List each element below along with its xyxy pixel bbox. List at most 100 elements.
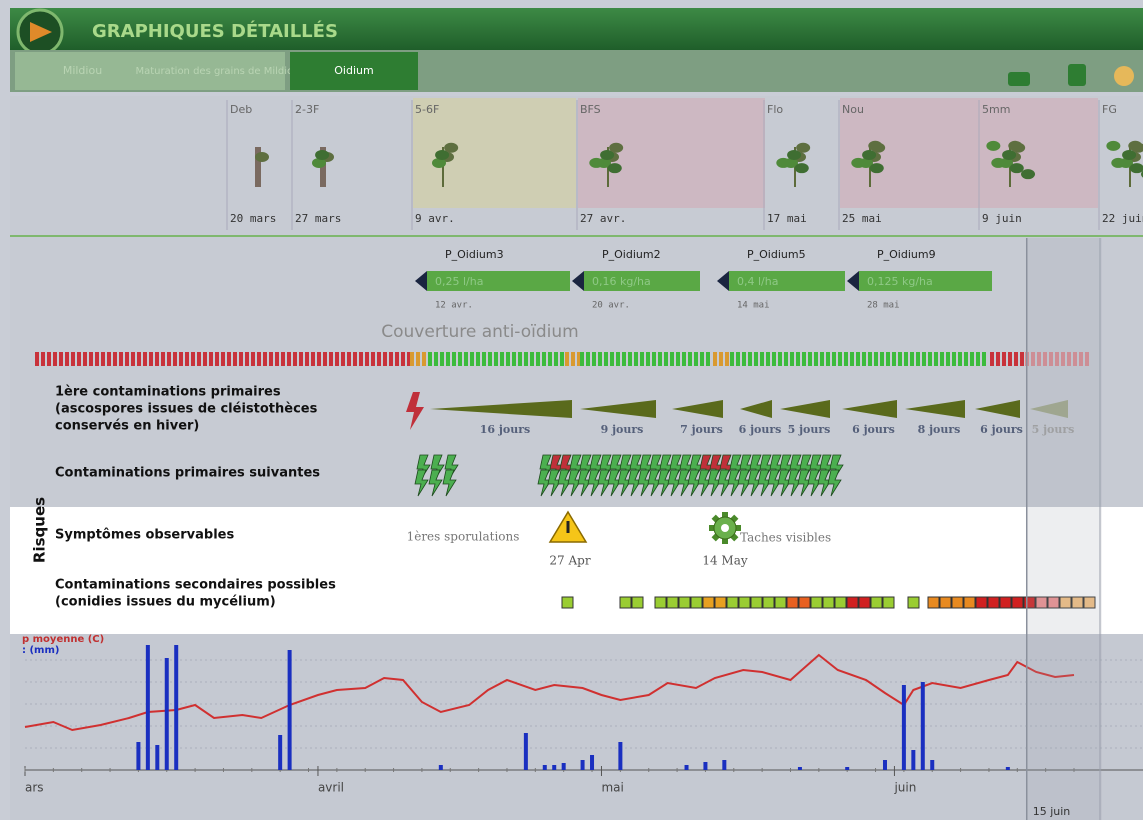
chart-area (10, 634, 1143, 820)
coverage-cell (59, 352, 63, 366)
bolt (667, 469, 682, 497)
coverage-cell (646, 352, 650, 366)
risk-square (631, 596, 644, 609)
risk-square (738, 596, 751, 609)
coverage-cell (868, 352, 872, 366)
tab[interactable] (290, 52, 418, 90)
leaf (600, 149, 615, 160)
bolt (587, 469, 602, 497)
coverage-cell (790, 352, 794, 366)
coverage-cell (1085, 352, 1089, 366)
stage-image (312, 147, 334, 187)
coverage-cell (377, 352, 381, 366)
coverage-cell (329, 352, 333, 366)
coverage-cell (934, 352, 938, 366)
coverage-cell (1049, 352, 1053, 366)
coverage-cell (239, 352, 243, 366)
rain-bar (164, 658, 169, 770)
risk-square (1083, 596, 1096, 609)
coverage-cell (713, 352, 717, 366)
rain-bar (136, 742, 141, 770)
coverage-cell (335, 352, 339, 366)
coverage-cell (682, 352, 686, 366)
coverage-cell (1014, 352, 1018, 366)
coverage-cell (886, 352, 890, 366)
risk-square (987, 596, 1000, 609)
coverage-cell (928, 352, 932, 366)
treatment-arrow (572, 271, 584, 291)
coverage-cell (125, 352, 129, 366)
stage-date: 22 juin (1102, 212, 1143, 225)
bolt (442, 469, 457, 497)
coverage-cell (560, 352, 564, 366)
coverage-cell (844, 352, 848, 366)
bolt (797, 469, 812, 497)
wedge (842, 400, 897, 418)
leaf (444, 142, 459, 153)
tool-icon[interactable] (1114, 66, 1134, 86)
logo-arrow (30, 22, 52, 42)
duration: 5 jours (1032, 423, 1075, 436)
x-tick-label: ars (25, 781, 44, 795)
leaf (869, 163, 884, 174)
bolt (577, 469, 592, 497)
rain-bar (618, 742, 623, 770)
coverage-cell (952, 352, 956, 366)
tab[interactable] (150, 52, 285, 90)
leaf (1008, 140, 1023, 151)
risk-square (951, 596, 964, 609)
stage-image (1106, 140, 1143, 187)
risk-square (939, 596, 952, 609)
coverage-cell (766, 352, 770, 366)
row-label: 1ère contaminations primaires (55, 385, 281, 400)
risk-square (786, 596, 799, 609)
stage-image (432, 142, 459, 187)
coverage-cell (269, 352, 273, 366)
risk-square (654, 596, 667, 609)
symptom-text: Taches visibles (740, 531, 831, 545)
tool-icon[interactable] (1008, 72, 1030, 86)
bolt (647, 469, 662, 497)
rain-bar (930, 760, 935, 770)
stage-date: 9 juin (982, 212, 1022, 225)
coverage-cell (416, 352, 420, 366)
coverage-cell (482, 352, 486, 366)
leaf (312, 157, 327, 168)
coverage-cell (1061, 352, 1065, 366)
rain-bar (523, 733, 528, 770)
stage-code: 2-3F (295, 103, 319, 116)
leaf (851, 157, 866, 168)
leaf (1002, 149, 1017, 160)
coverage-cell (676, 352, 680, 366)
leaf (589, 157, 604, 168)
coverage-cell (880, 352, 884, 366)
wedge (780, 400, 830, 418)
leaf (794, 163, 809, 174)
coverage-cell (892, 352, 896, 366)
coverage-cell (628, 352, 632, 366)
tab[interactable] (15, 52, 150, 90)
coverage-cell (832, 352, 836, 366)
coverage-cell (658, 352, 662, 366)
coverage-cell (796, 352, 800, 366)
rain-bar (561, 763, 566, 770)
coverage-cell (452, 352, 456, 366)
tool-icon[interactable] (1068, 64, 1086, 86)
coverage-cell (982, 352, 986, 366)
wedge (1030, 400, 1068, 418)
coverage-cell (251, 352, 255, 366)
coverage-cell (371, 352, 375, 366)
bolt (557, 469, 572, 497)
coverage-cell (1043, 352, 1047, 366)
rain-bar (145, 645, 150, 770)
duration: 8 jours (918, 423, 961, 436)
coverage-cell (916, 352, 920, 366)
risk-square (726, 596, 739, 609)
bolt (827, 469, 842, 497)
legend-label: p moyenne (C) (22, 634, 104, 645)
coverage-cell (610, 352, 614, 366)
bolt (617, 469, 632, 497)
coverage-cell (299, 352, 303, 366)
risk-square (907, 596, 920, 609)
